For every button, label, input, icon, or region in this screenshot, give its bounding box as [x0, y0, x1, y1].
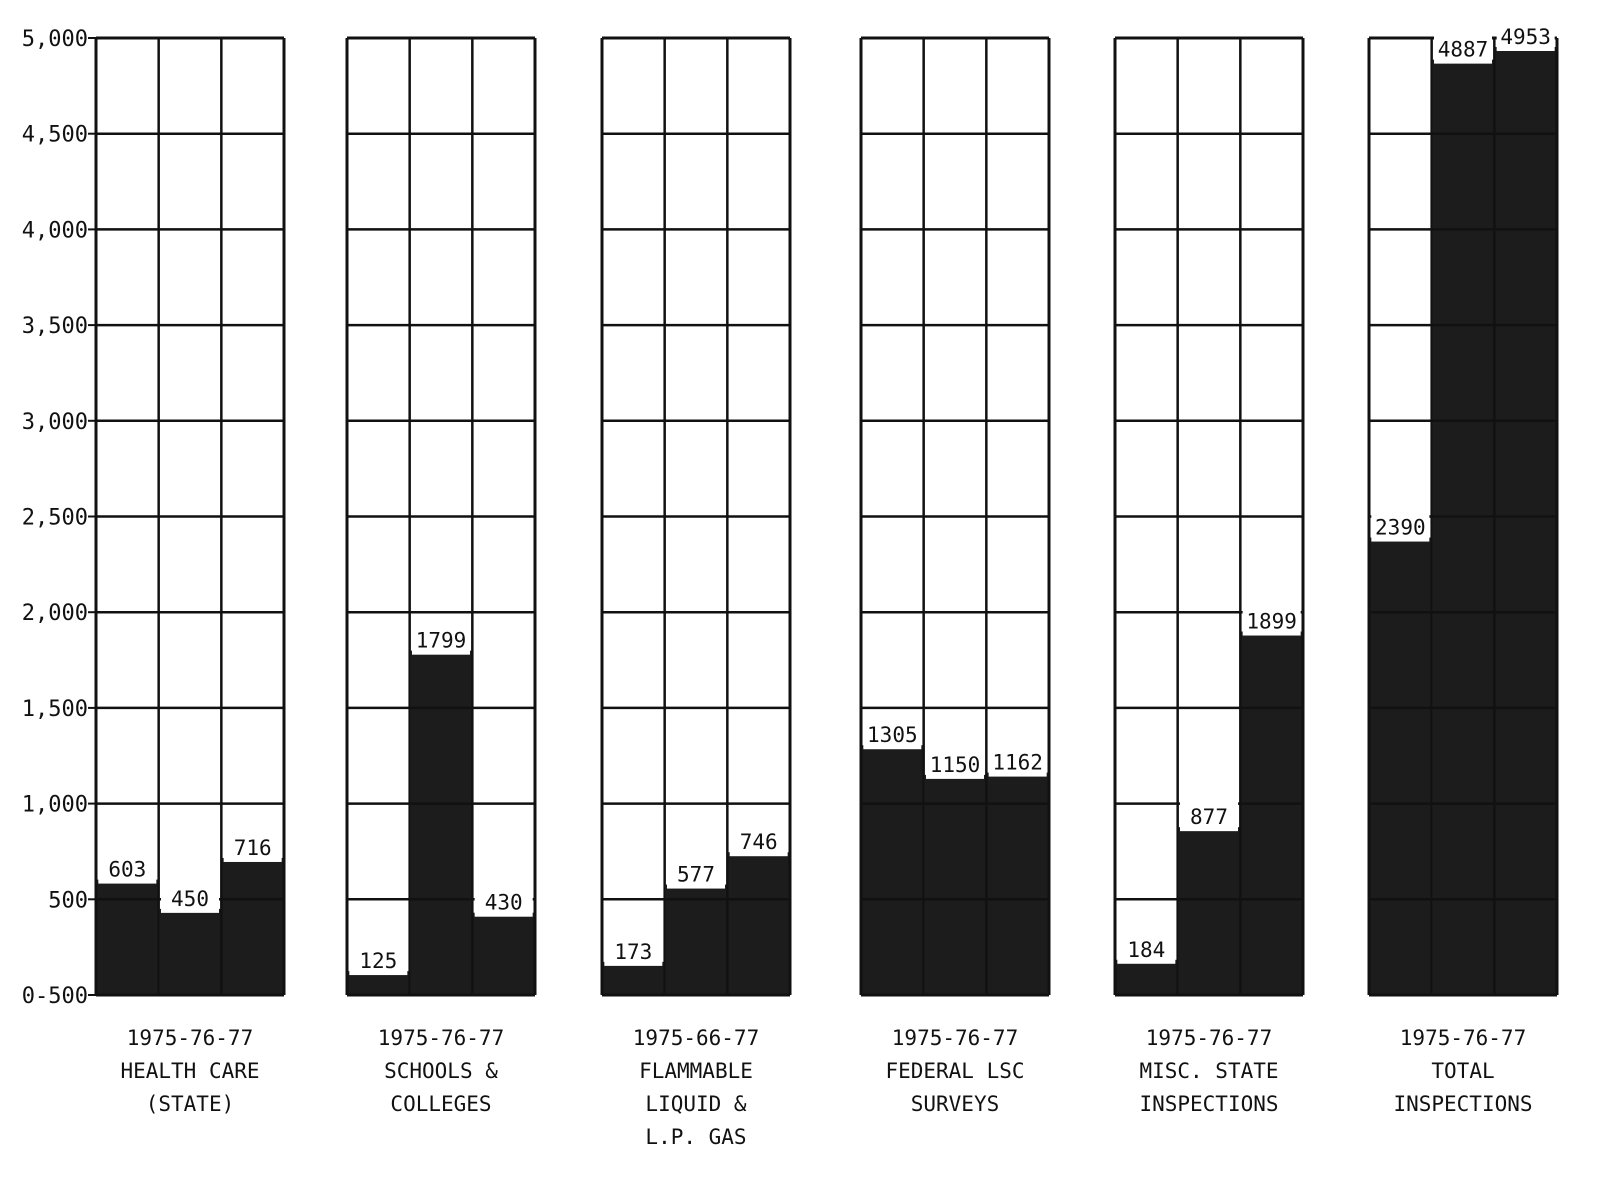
category-label: 1975-76-77 — [892, 1026, 1018, 1050]
data-label: 430 — [485, 891, 523, 915]
category-label: 1975-76-77 — [378, 1026, 504, 1050]
data-label: 1162 — [992, 751, 1043, 775]
data-label-box — [98, 853, 157, 884]
data-label-box — [667, 858, 725, 889]
y-tick-label: 5,000 — [22, 27, 88, 52]
data-label-box — [926, 748, 984, 779]
category-label: MISC. STATE — [1139, 1059, 1278, 1083]
category-label: INSPECTIONS — [1393, 1092, 1532, 1116]
data-label: 577 — [677, 863, 715, 887]
category-label: FLAMMABLE — [639, 1059, 753, 1083]
y-tick-label: 4,500 — [22, 123, 88, 148]
data-label-box — [1434, 33, 1492, 64]
data-label-box — [1371, 511, 1430, 542]
data-label: 603 — [108, 858, 146, 882]
y-tick-label: 3,000 — [22, 410, 88, 435]
data-label-box — [604, 935, 663, 966]
category-label: 1975-76-77 — [1146, 1026, 1272, 1050]
bar — [410, 650, 473, 995]
category-label: FEDERAL LSC — [885, 1059, 1024, 1083]
category-label: INSPECTIONS — [1139, 1092, 1278, 1116]
data-label: 173 — [614, 940, 652, 964]
bar — [473, 912, 535, 995]
bar — [924, 774, 987, 995]
data-label-box — [1242, 605, 1301, 636]
data-label-box — [412, 624, 470, 655]
category-label: SURVEYS — [911, 1092, 1000, 1116]
data-label: 716 — [234, 836, 272, 860]
data-label-box — [729, 826, 788, 857]
bar — [1495, 46, 1557, 996]
bar — [159, 908, 222, 995]
category-label: 1975-76-77 — [1400, 1026, 1526, 1050]
bar — [1370, 537, 1432, 995]
bar — [348, 971, 410, 995]
data-label-box — [1496, 20, 1555, 51]
data-label: 746 — [740, 830, 778, 854]
data-label: 1799 — [416, 629, 467, 653]
data-label: 877 — [1190, 805, 1228, 829]
category-label: LIQUID & — [645, 1092, 747, 1116]
category-label: HEALTH CARE — [120, 1059, 259, 1083]
data-label-box — [1117, 933, 1176, 964]
bar — [1432, 59, 1495, 996]
bar — [728, 852, 790, 995]
data-label: 4887 — [1438, 38, 1489, 62]
bar — [222, 857, 284, 995]
category-label: (STATE) — [146, 1092, 235, 1116]
data-label: 184 — [1127, 938, 1165, 962]
data-label: 1150 — [930, 753, 981, 777]
y-tick-label: 3,500 — [22, 314, 88, 339]
y-tick-label: 0-500 — [22, 984, 88, 1009]
bar — [987, 772, 1049, 995]
category-label: TOTAL — [1431, 1059, 1494, 1083]
data-label-box — [988, 746, 1047, 777]
data-label: 125 — [359, 949, 397, 973]
data-label-box — [223, 831, 282, 862]
data-label: 4953 — [1500, 25, 1551, 49]
data-label-box — [474, 886, 533, 917]
bar — [1241, 631, 1303, 995]
bar — [1178, 827, 1241, 995]
y-tick-label: 4,000 — [22, 218, 88, 243]
data-label: 450 — [171, 887, 209, 911]
data-label-box — [863, 719, 922, 750]
data-label: 1899 — [1246, 610, 1297, 634]
data-label-box — [349, 945, 408, 976]
category-label: 1975-76-77 — [127, 1026, 253, 1050]
y-tick-label: 500 — [48, 888, 88, 913]
category-label: L.P. GAS — [645, 1125, 746, 1149]
y-tick-label: 2,500 — [22, 506, 88, 531]
bar — [97, 879, 159, 995]
bar — [862, 745, 924, 995]
category-label: SCHOOLS & — [384, 1059, 498, 1083]
y-tick-label: 1,500 — [22, 697, 88, 722]
data-label: 1305 — [867, 723, 918, 747]
data-label: 2390 — [1375, 516, 1426, 540]
y-tick-label: 1,000 — [22, 793, 88, 818]
data-label-box — [1180, 801, 1238, 832]
bar — [665, 884, 728, 995]
y-tick-label: 2,000 — [22, 601, 88, 626]
category-label: 1975-66-77 — [633, 1026, 759, 1050]
data-label-box — [161, 882, 219, 913]
bar — [1116, 959, 1178, 995]
bar — [603, 961, 665, 995]
category-label: COLLEGES — [390, 1092, 491, 1116]
